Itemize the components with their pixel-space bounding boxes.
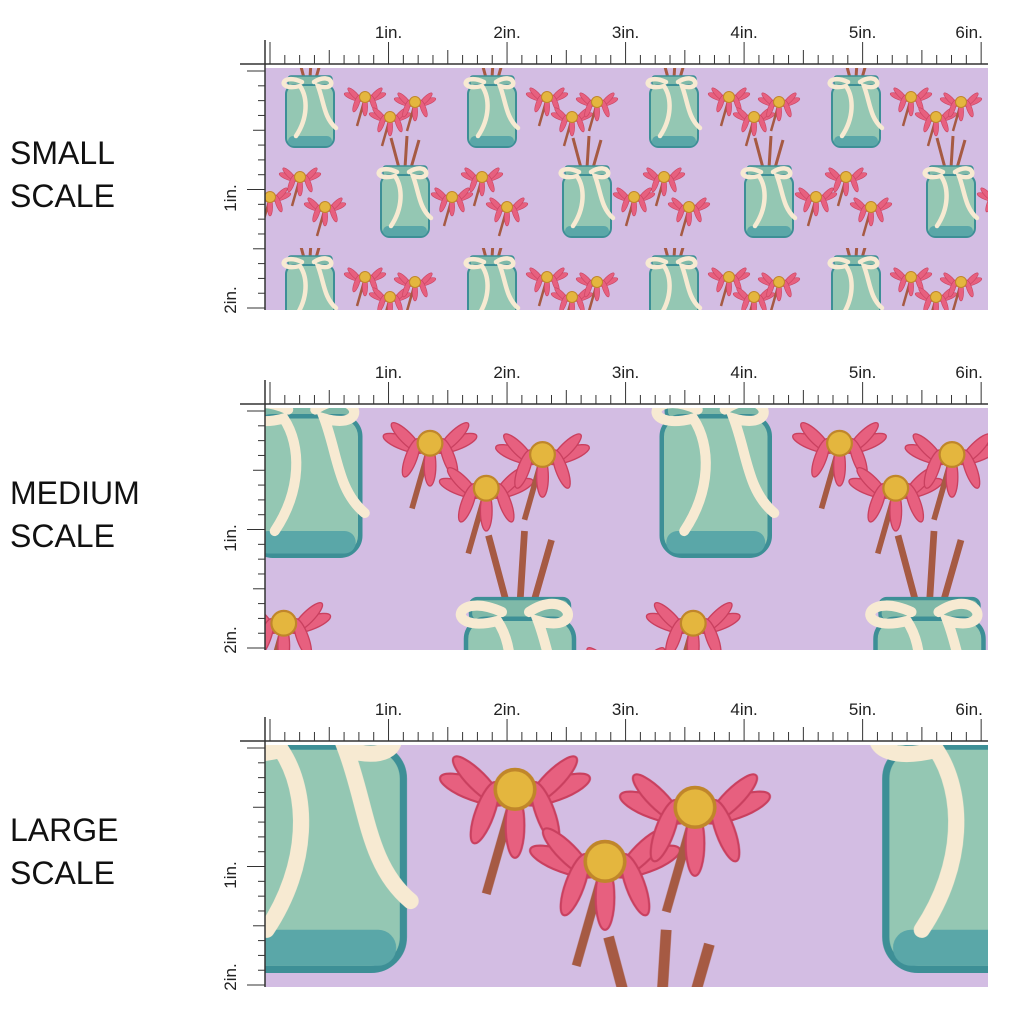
scale-label: MEDIUM: [10, 475, 140, 511]
ruler-label: 2in.: [493, 363, 520, 382]
ruler-label: 1in.: [221, 524, 240, 551]
ruler-label: 6in.: [955, 23, 982, 42]
ruler-label: 2in.: [493, 700, 520, 719]
ruler-label: 1in.: [221, 861, 240, 888]
ruler-label: 4in.: [730, 363, 757, 382]
ruler-label: 2in.: [221, 626, 240, 653]
scale-label: LARGE: [10, 812, 118, 848]
fabric-swatch: [265, 408, 988, 650]
ruler-label: 5in.: [849, 700, 876, 719]
ruler-label: 3in.: [612, 700, 639, 719]
ruler-label: 2in.: [493, 23, 520, 42]
ruler-label: 1in.: [375, 23, 402, 42]
fabric-swatch: [265, 745, 988, 987]
scale-label: SCALE: [10, 855, 115, 891]
ruler-label: 2in.: [221, 963, 240, 990]
scale-label: SMALL: [10, 135, 115, 171]
ruler-label: 3in.: [612, 363, 639, 382]
scale-label: SCALE: [10, 178, 115, 214]
ruler-label: 3in.: [612, 23, 639, 42]
ruler-label: 5in.: [849, 23, 876, 42]
ruler-label: 6in.: [955, 363, 982, 382]
ruler-label: 4in.: [730, 23, 757, 42]
fabric-swatch: [265, 68, 988, 310]
ruler-label: 1in.: [375, 363, 402, 382]
ruler-label: 1in.: [221, 184, 240, 211]
ruler-label: 5in.: [849, 363, 876, 382]
ruler-label: 2in.: [221, 286, 240, 313]
ruler-label: 6in.: [955, 700, 982, 719]
ruler-label: 4in.: [730, 700, 757, 719]
ruler-label: 1in.: [375, 700, 402, 719]
scale-label: SCALE: [10, 518, 115, 554]
